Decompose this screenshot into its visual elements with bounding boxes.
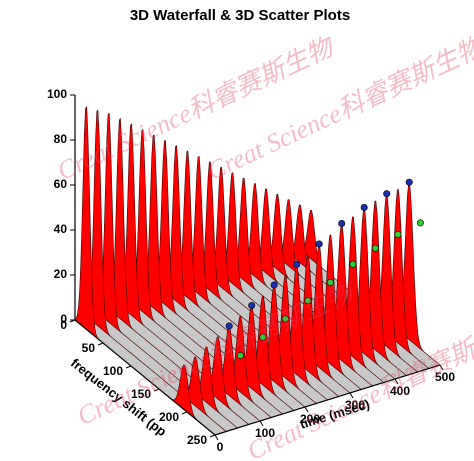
scatter-point [248,301,256,309]
x-tick [214,434,219,441]
scatter-point [338,219,346,227]
spectrum-slice [142,134,283,415]
scatter-point [416,219,424,227]
y-tick-label: 100 [103,364,123,378]
y-tick [209,434,216,438]
y-tick [181,411,188,415]
x-tick-label: 200 [300,412,320,426]
spectrum-slice [164,145,306,408]
spectrum-slice [153,139,295,411]
spectrum-slice [187,156,328,401]
x-tick [259,420,264,427]
plot-area: 0 20 40 60 80 100 0 50 100 150 200 250 0 100 200 300 400… [47,87,455,454]
spectrum-slice [108,118,250,425]
y-tick-label: 200 [159,410,179,424]
scatter-point [304,297,312,305]
scatter-point [293,260,301,268]
scatter-point [236,351,244,359]
axis-line [214,364,441,436]
x-tick [304,406,309,413]
y-tick-label: 50 [82,341,96,355]
spectrum-slice [119,123,261,422]
y-tick [125,365,132,369]
y-tick-label: 250 [187,433,207,447]
spectrum-slice [97,112,238,429]
spectrum-slice [131,129,272,418]
scatter-point [394,230,402,238]
x-tick-label: 0 [217,440,224,454]
y-tick [97,342,104,346]
x-tick [394,378,399,385]
y-tick [153,388,160,392]
scatter-point [315,240,323,248]
y-tick-label: 0 [60,318,67,332]
z-tick-label: 80 [54,132,68,146]
spectrum-slice [176,150,317,404]
x-tick-label: 400 [390,384,410,398]
x-tick [349,392,354,399]
y-tick-label: 150 [131,387,151,401]
scatter-point [270,281,278,289]
scatter-point [326,278,334,286]
chart-title: 3D Waterfall & 3D Scatter Plots [130,7,350,24]
x-tick-label: 100 [255,426,275,440]
x-tick [439,364,444,371]
x-tick-label: 500 [435,370,455,384]
scatter-point [349,260,357,268]
z-tick-label: 0 [60,312,67,326]
scatter-point [259,333,267,341]
z-tick-label: 100 [47,87,67,101]
scatter-point [405,178,413,186]
scatter-point [383,190,391,198]
scatter-point [371,244,379,252]
z-tick-label: 20 [54,267,68,281]
spectrum-slice [86,109,227,432]
scatter-point [225,322,233,330]
x-tick-label: 300 [345,398,365,412]
scatter-point [281,315,289,323]
z-tick-label: 40 [54,222,68,236]
scatter-point [360,203,368,211]
z-tick-label: 60 [54,177,68,191]
y-tick [69,319,76,323]
axis-line [74,319,216,436]
